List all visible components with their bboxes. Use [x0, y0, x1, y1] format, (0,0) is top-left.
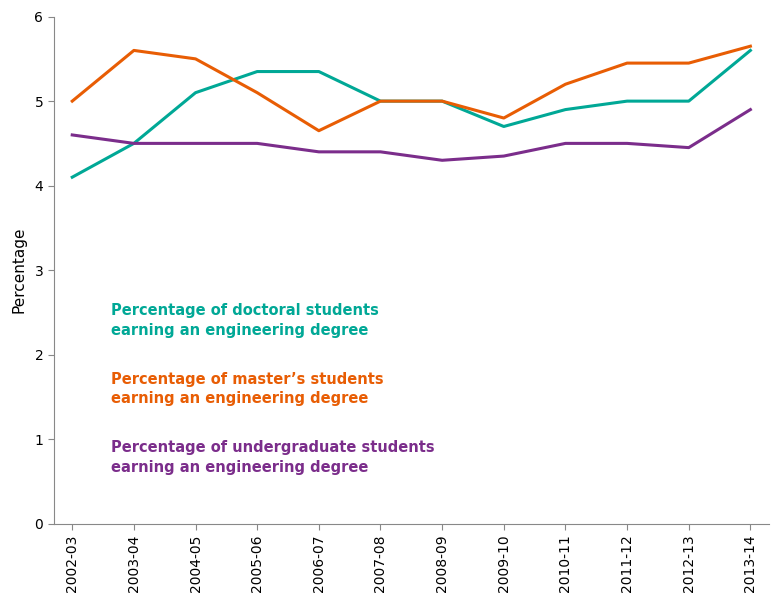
Text: Percentage of undergraduate students
earning an engineering degree: Percentage of undergraduate students ear…	[111, 440, 434, 475]
Text: Percentage of doctoral students
earning an engineering degree: Percentage of doctoral students earning …	[111, 303, 379, 338]
Text: Percentage of master’s students
earning an engineering degree: Percentage of master’s students earning …	[111, 371, 384, 406]
Y-axis label: Percentage: Percentage	[11, 227, 26, 314]
